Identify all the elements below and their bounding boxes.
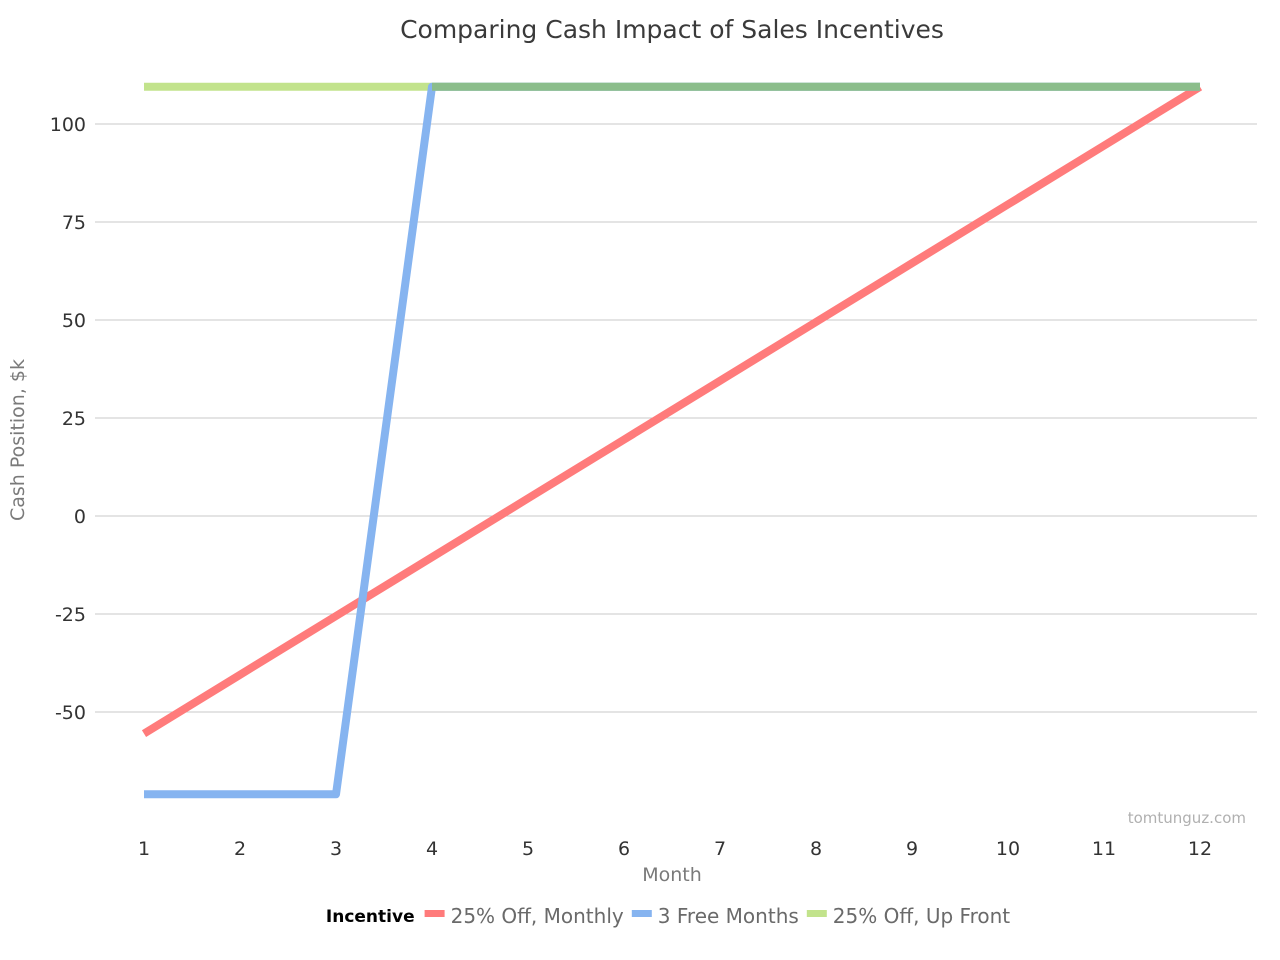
x-tick-label: 2 — [234, 838, 246, 860]
x-tick-label: 9 — [906, 838, 918, 860]
y-tick-label: 100 — [50, 114, 86, 136]
legend-swatch — [806, 910, 827, 917]
y-tick-label: 25 — [62, 408, 86, 430]
legend-item: 25% Off, Up Front — [806, 904, 1010, 928]
series-line-1 — [144, 82, 1200, 799]
legend-item: 25% Off, Monthly — [424, 904, 624, 928]
y-tick-label: 75 — [62, 212, 86, 234]
series-line-0 — [141, 83, 1203, 738]
x-tick-label: 1 — [138, 838, 150, 860]
y-tick-label: -50 — [55, 702, 86, 724]
gridlines — [95, 123, 1257, 713]
x-tick-label: 11 — [1092, 838, 1116, 860]
y-axis-ticks: -50 -25 0 25 50 75 100 — [50, 114, 86, 724]
x-tick-label: 8 — [810, 838, 822, 860]
y-axis-label: Cash Position, $k — [7, 359, 29, 521]
y-tick-label: -25 — [55, 604, 86, 626]
chart-title: Comparing Cash Impact of Sales Incentive… — [400, 15, 944, 44]
x-tick-label: 5 — [522, 838, 534, 860]
legend: Incentive 25% Off, Monthly 3 Free Months 2… — [326, 904, 1010, 928]
x-tick-label: 6 — [618, 838, 630, 860]
x-tick-label: 12 — [1188, 838, 1212, 860]
x-tick-label: 3 — [330, 838, 342, 860]
x-axis-ticks: 1 2 3 4 5 6 7 8 9 10 11 12 — [138, 838, 1212, 860]
legend-item: 3 Free Months — [631, 904, 799, 928]
series-lines — [141, 82, 1203, 799]
legend-label: 25% Off, Monthly — [451, 904, 624, 928]
x-axis-label: Month — [642, 864, 702, 886]
x-tick-label: 10 — [996, 838, 1020, 860]
y-tick-label: 0 — [74, 506, 86, 528]
legend-swatch — [424, 910, 445, 917]
x-tick-label: 4 — [426, 838, 438, 860]
x-tick-label: 7 — [714, 838, 726, 860]
y-tick-label: 50 — [62, 310, 86, 332]
legend-label: 25% Off, Up Front — [833, 904, 1010, 928]
legend-swatch — [631, 910, 652, 917]
legend-label: 3 Free Months — [658, 904, 799, 928]
watermark: tomtunguz.com — [1128, 809, 1246, 827]
legend-title: Incentive — [326, 907, 415, 927]
